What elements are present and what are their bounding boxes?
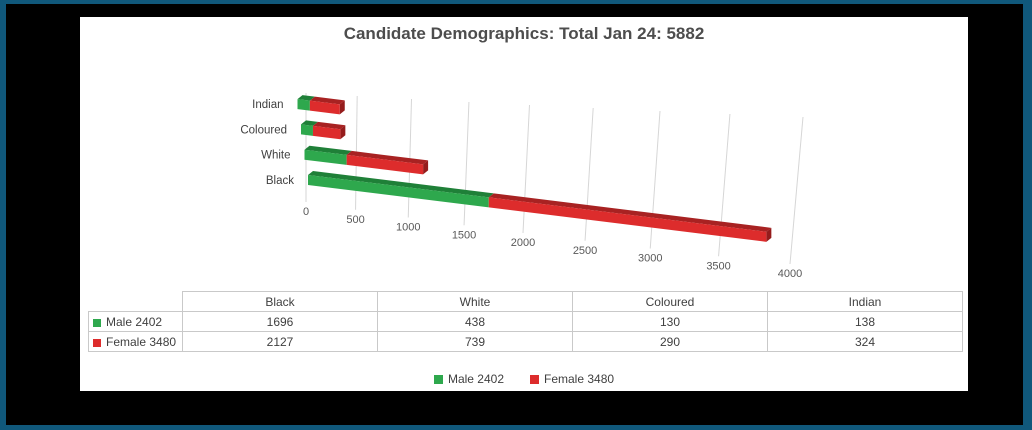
female-bar bbox=[312, 125, 341, 140]
x-tick-label: 0 bbox=[303, 206, 309, 218]
female-bar bbox=[309, 100, 340, 115]
category-label: Indian bbox=[252, 99, 283, 111]
gridline bbox=[522, 104, 530, 234]
female-bar-cap bbox=[340, 125, 346, 140]
female-bar-cap bbox=[423, 160, 429, 175]
table-cell: 438 bbox=[377, 311, 573, 332]
category-label: White bbox=[261, 150, 290, 162]
x-tick-label: 1000 bbox=[396, 222, 420, 234]
legend-key-swatch bbox=[530, 374, 539, 384]
gridline bbox=[584, 107, 594, 241]
male-bar-top bbox=[304, 145, 352, 155]
female-bar-top bbox=[312, 121, 346, 130]
table-header-row: Black White Coloured Indian bbox=[89, 291, 963, 312]
table-col-header: Black bbox=[182, 291, 378, 312]
table-body: Male 2402 1696 438 130 138 Female 3480 2127 739… bbox=[88, 311, 963, 352]
table-cell: 130 bbox=[572, 311, 768, 332]
table-row-label: Female 3480 bbox=[88, 331, 183, 352]
legend-item: Male 2402 bbox=[433, 372, 504, 386]
table-cell: 1696 bbox=[182, 311, 378, 332]
table-col-header: White bbox=[377, 291, 573, 312]
female-bar-top bbox=[309, 96, 345, 105]
table-cell: 138 bbox=[767, 311, 963, 332]
gridline bbox=[789, 116, 804, 265]
table-row: Female 3480 2127 739 290 324 bbox=[88, 331, 963, 352]
female-bar-cap bbox=[766, 227, 772, 242]
x-tick-label: 2000 bbox=[511, 237, 535, 249]
category-label: Coloured bbox=[240, 124, 287, 136]
female-bar-top bbox=[346, 150, 429, 165]
series-key-swatch bbox=[93, 318, 101, 327]
chart-title: Candidate Demographics: Total Jan 24: 58… bbox=[343, 24, 705, 43]
male-bar-top bbox=[297, 95, 315, 101]
male-bar bbox=[308, 175, 489, 208]
table-col-header: Coloured bbox=[572, 291, 768, 312]
category-label: Black bbox=[266, 175, 294, 187]
series-key-swatch bbox=[93, 338, 101, 347]
table-cell: 739 bbox=[377, 331, 573, 352]
female-bar-top bbox=[488, 193, 772, 232]
male-bar-top bbox=[308, 171, 494, 198]
x-tick-label: 3500 bbox=[706, 260, 730, 272]
data-table: Black White Coloured Indian Male 2402 1696 43… bbox=[88, 291, 963, 352]
male-bar bbox=[304, 149, 347, 165]
x-tick-label: 2500 bbox=[573, 245, 597, 257]
gridline bbox=[463, 101, 470, 226]
table-cell: 290 bbox=[572, 331, 768, 352]
female-bar-cap bbox=[339, 100, 345, 115]
table-col-header: Indian bbox=[767, 291, 963, 312]
chart-legend: Male 2402 Female 3480 bbox=[80, 372, 968, 386]
table-row-label: Male 2402 bbox=[88, 311, 183, 332]
x-tick-label: 500 bbox=[346, 214, 364, 226]
legend-label: Male 2402 bbox=[447, 372, 504, 386]
table-cell: 324 bbox=[767, 331, 963, 352]
male-bar bbox=[301, 124, 313, 136]
male-bar bbox=[297, 99, 310, 111]
legend-item: Female 3480 bbox=[530, 372, 614, 386]
x-tick-label: 3000 bbox=[638, 253, 662, 265]
table-cell: 2127 bbox=[182, 331, 378, 352]
x-tick-label: 1500 bbox=[452, 229, 476, 241]
table-row: Male 2402 1696 438 130 138 bbox=[88, 311, 963, 332]
legend-label: Female 3480 bbox=[544, 372, 615, 386]
table-stub-header bbox=[89, 292, 183, 312]
chart-panel: Candidate Demographics: Total Jan 24: 58… bbox=[80, 17, 968, 391]
legend-key-swatch bbox=[433, 374, 443, 384]
female-bar bbox=[346, 154, 424, 175]
x-tick-label: 4000 bbox=[778, 268, 802, 280]
bar-chart-canvas: 0 500 1000 1500 2000 2500 3000 3500 4000 Indian Co… bbox=[240, 93, 804, 280]
female-bar bbox=[488, 197, 767, 242]
male-bar-top bbox=[301, 120, 318, 126]
